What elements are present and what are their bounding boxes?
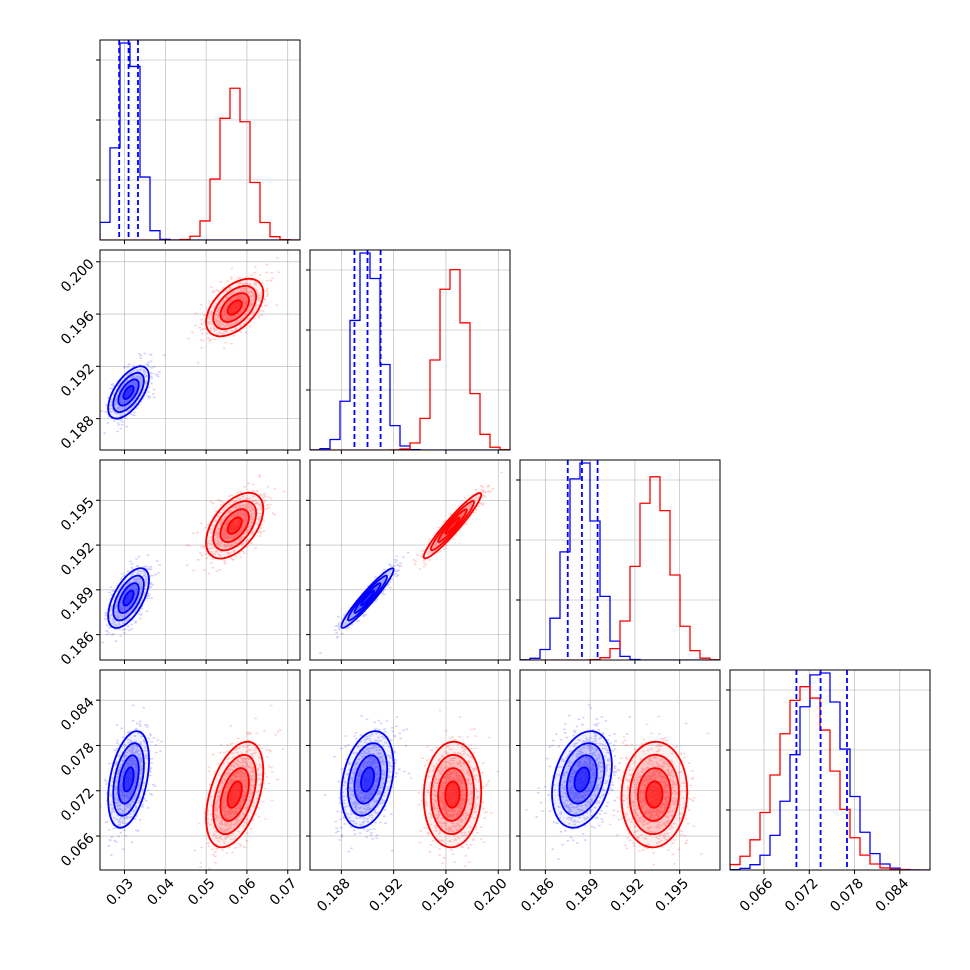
tick-label-y: 0.192 xyxy=(58,361,98,401)
contour-level-0-series-0 xyxy=(122,385,135,400)
tick-label-y: 0.192 xyxy=(58,539,98,579)
panel-3-0: 0.066 0.072 0.078 0.084 0.03 0.04 0.05 0.06 0.07 xyxy=(58,669,301,909)
tick-label-x: 0.186 xyxy=(518,875,558,915)
tick-label-x: 0.195 xyxy=(652,875,692,915)
contour-level-0-series-0 xyxy=(360,589,375,607)
panel-content xyxy=(100,460,300,660)
tick-label-x: 0.078 xyxy=(827,875,867,915)
contour-level-0-series-1 xyxy=(226,299,243,316)
tick-label-y: 0.186 xyxy=(58,629,98,669)
panel-frame xyxy=(519,459,721,661)
tick-label-x: 0.192 xyxy=(366,875,406,915)
contour-level-0-series-1 xyxy=(645,780,664,809)
panel-content xyxy=(520,670,720,870)
tick-label-x: 0.03 xyxy=(104,875,137,908)
tick-label-y: 0.195 xyxy=(58,495,98,535)
panel-content xyxy=(310,460,510,660)
panel-3-3: 0.066 0.072 0.078 0.084 xyxy=(726,669,931,915)
tick-label-x: 0.04 xyxy=(144,875,177,908)
tick-label-x: 0.200 xyxy=(471,875,511,915)
tick-label-x: 0.196 xyxy=(419,875,459,915)
panel-frame xyxy=(99,39,301,241)
contour-level-0-series-1 xyxy=(226,516,243,535)
panel-frame xyxy=(309,669,511,871)
panel-1-1 xyxy=(306,249,511,454)
panel-3-1: 0.188 0.192 0.196 0.200 xyxy=(306,669,511,915)
panel-1-0: 0.188 0.192 0.196 0.200 xyxy=(58,249,301,454)
contour-level-0-series-0 xyxy=(122,589,135,607)
scatter-points-series-0 xyxy=(323,715,411,853)
panel-frame xyxy=(309,459,511,661)
panel-3-2: 0.186 0.189 0.192 0.195 xyxy=(516,669,721,915)
histogram-series-0 xyxy=(730,672,930,870)
tick-label-x: 0.084 xyxy=(873,875,913,915)
contour-level-0-series-0 xyxy=(573,766,591,793)
histogram-series-0 xyxy=(520,462,720,660)
tick-label-x: 0.066 xyxy=(737,875,777,915)
tick-label-y: 0.072 xyxy=(58,785,98,825)
panel-frame xyxy=(99,249,301,451)
tick-label-y: 0.200 xyxy=(58,256,98,296)
panel-0-0 xyxy=(96,39,301,244)
tick-label-y: 0.189 xyxy=(58,584,98,624)
panel-content xyxy=(730,670,930,870)
histogram-series-0 xyxy=(100,42,300,240)
tick-label-y: 0.084 xyxy=(58,694,98,734)
histogram-series-0 xyxy=(310,252,510,450)
panel-content xyxy=(520,460,720,660)
contour-level-0-series-1 xyxy=(444,516,461,535)
panel-frame xyxy=(729,669,931,871)
panel-frame xyxy=(309,249,511,451)
tick-label-y: 0.078 xyxy=(58,740,98,780)
panel-content xyxy=(100,670,300,870)
tick-label-y: 0.196 xyxy=(58,308,98,348)
panel-content xyxy=(310,250,510,450)
tick-label-x: 0.07 xyxy=(267,875,300,908)
histogram-series-1 xyxy=(310,268,510,450)
histogram-series-1 xyxy=(730,686,930,870)
panel-frame xyxy=(519,669,721,871)
panel-frame xyxy=(99,669,301,871)
contour-level-0-series-0 xyxy=(122,766,135,793)
contour-level-0-series-0 xyxy=(360,766,375,793)
tick-label-x: 0.189 xyxy=(563,875,603,915)
contour-level-0-series-1 xyxy=(226,780,243,809)
contour-level-0-series-1 xyxy=(444,780,461,809)
tick-label-x: 0.192 xyxy=(608,875,648,915)
panel-content xyxy=(100,40,300,240)
tick-label-x: 0.188 xyxy=(314,875,354,915)
tick-label-y: 0.066 xyxy=(58,830,98,870)
tick-label-x: 0.05 xyxy=(185,875,218,908)
tick-label-x: 0.072 xyxy=(782,875,822,915)
histogram-series-1 xyxy=(100,87,300,240)
panel-frame xyxy=(99,459,301,661)
tick-label-x: 0.06 xyxy=(226,875,259,908)
panel-2-2 xyxy=(516,459,721,664)
tick-label-y: 0.188 xyxy=(58,413,98,453)
panel-content xyxy=(310,670,510,870)
panel-content xyxy=(100,250,300,450)
panel-2-1 xyxy=(306,459,511,664)
